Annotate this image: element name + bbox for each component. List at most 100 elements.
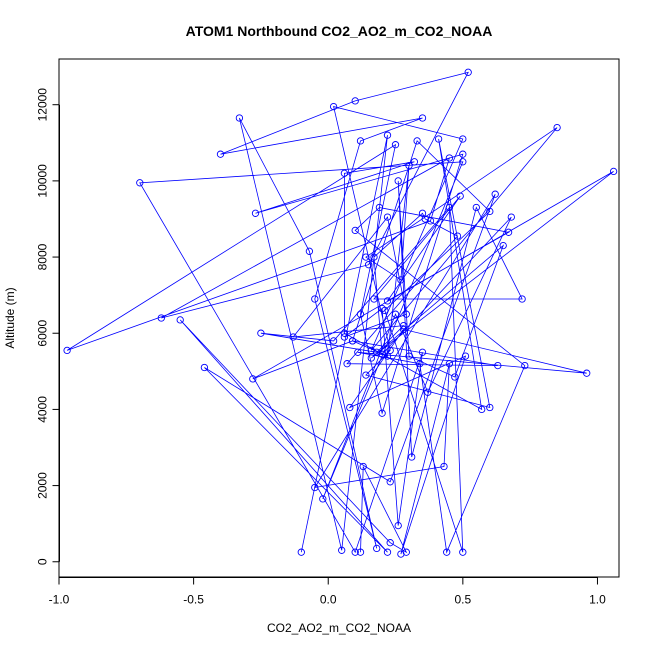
data-point	[383, 131, 392, 139]
data-point	[381, 306, 389, 315]
data-point	[370, 295, 378, 303]
data-point	[416, 360, 424, 368]
data-point	[375, 203, 384, 212]
data-point	[394, 177, 402, 185]
data-point	[445, 360, 454, 368]
data-point	[359, 462, 367, 471]
data-point	[340, 333, 349, 341]
data-point	[373, 544, 381, 553]
data-point	[383, 297, 392, 305]
data-point	[486, 207, 494, 216]
y-tick-label: 10000	[36, 164, 50, 198]
plot-layer	[63, 68, 618, 558]
data-point	[297, 548, 305, 556]
data-point	[378, 409, 386, 417]
data-point	[364, 261, 373, 269]
data-point	[383, 352, 392, 360]
data-point	[136, 179, 144, 187]
y-tick-label: 2000	[36, 472, 50, 499]
data-point	[440, 462, 448, 471]
data-point	[338, 546, 346, 554]
data-point	[356, 137, 365, 145]
data-point	[418, 348, 427, 356]
data-point	[459, 135, 467, 143]
data-point	[351, 548, 359, 556]
data-point	[391, 141, 400, 149]
data-point	[383, 548, 392, 556]
data-point	[367, 346, 375, 355]
data-point	[399, 325, 408, 334]
data-point	[402, 310, 410, 318]
data-point	[413, 137, 421, 145]
data-point	[157, 314, 165, 322]
data-point	[426, 217, 435, 225]
data-point	[346, 403, 354, 412]
data-point	[356, 548, 365, 556]
x-axis-label: CO2_AO2_m_CO2_NOAA	[267, 621, 411, 635]
data-point	[424, 388, 432, 396]
data-point	[405, 161, 413, 170]
data-point	[63, 346, 71, 355]
data-point	[459, 150, 467, 158]
data-point	[418, 209, 427, 217]
data-point	[394, 521, 402, 530]
y-tick-label: 12000	[36, 88, 50, 122]
y-tick-label: 4000	[36, 396, 50, 423]
data-point	[373, 348, 381, 356]
data-point	[216, 150, 225, 158]
data-point	[553, 123, 561, 132]
data-point	[494, 361, 502, 370]
data-point	[399, 321, 408, 330]
data-point	[418, 114, 427, 122]
data-point	[340, 169, 349, 177]
data-point	[329, 337, 338, 345]
data-point	[410, 158, 419, 166]
data-point	[459, 548, 467, 556]
y-tick-label: 0	[36, 558, 50, 565]
data-point	[311, 483, 319, 492]
data-point	[583, 369, 591, 377]
data-point	[257, 329, 265, 337]
data-point	[235, 114, 244, 122]
axes-layer: -1.0 -0.5 0.0 0.5 1.0 0 2000 4000 6000 8000 10000 1…	[36, 88, 607, 607]
data-point	[408, 453, 416, 461]
data-point	[464, 68, 472, 76]
data-point	[518, 295, 526, 303]
data-point	[456, 192, 464, 200]
data-point	[348, 337, 357, 345]
data-point	[386, 346, 394, 355]
data-point	[176, 316, 184, 324]
data-point	[443, 548, 451, 556]
plot-frame	[58, 58, 620, 578]
data-point	[478, 405, 486, 414]
data-point	[461, 352, 470, 360]
y-tick-label: 8000	[36, 243, 50, 270]
data-point	[319, 495, 327, 503]
data-point	[459, 158, 467, 166]
x-tick-label: -0.5	[183, 593, 204, 607]
data-point	[453, 232, 462, 240]
data-point	[507, 213, 515, 221]
data-point	[343, 360, 351, 368]
data-point	[504, 228, 513, 236]
y-tick-label: 6000	[36, 320, 50, 347]
data-point	[451, 373, 459, 381]
data-point	[386, 478, 394, 486]
data-point	[354, 348, 362, 356]
data-point	[351, 97, 359, 105]
series-line	[66, 71, 614, 555]
data-point	[329, 102, 338, 111]
x-tick-label: 0.5	[455, 593, 472, 607]
data-point	[445, 203, 454, 212]
data-point	[397, 550, 405, 558]
data-point	[397, 276, 405, 284]
data-point	[402, 548, 410, 556]
data-point	[486, 403, 494, 412]
data-point	[405, 352, 413, 360]
data-point	[609, 167, 618, 176]
data-point	[499, 241, 507, 250]
data-point	[351, 226, 359, 235]
data-point	[311, 295, 319, 303]
data-point	[472, 203, 480, 212]
